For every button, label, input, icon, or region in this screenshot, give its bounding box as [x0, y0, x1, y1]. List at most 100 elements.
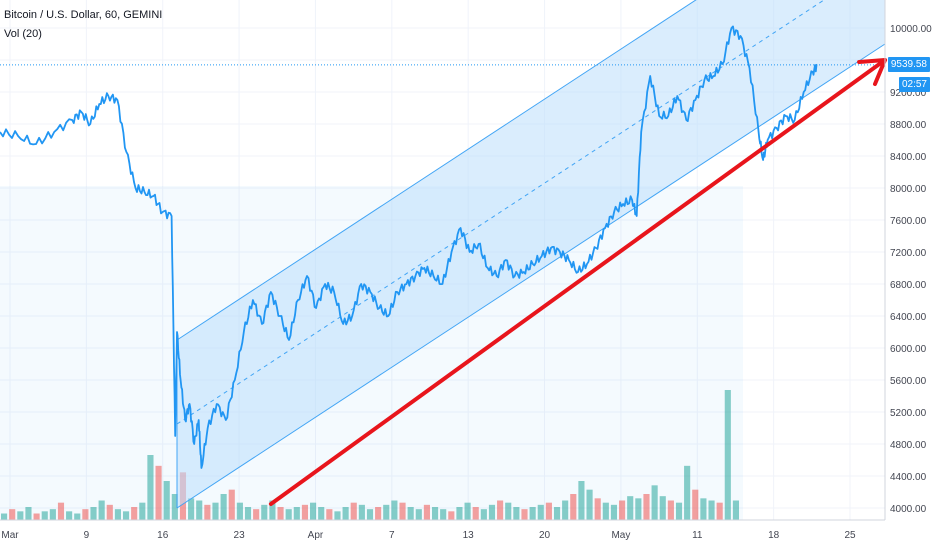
volume-bar — [553, 507, 561, 520]
volume-bar — [545, 502, 552, 520]
volume-bar — [342, 507, 349, 520]
x-tick-label: 11 — [692, 530, 703, 541]
x-tick-label: 20 — [539, 530, 551, 541]
volume-bar — [269, 500, 276, 520]
volume-bar — [407, 507, 414, 520]
volume-bar — [375, 507, 382, 520]
volume-bar — [33, 513, 40, 520]
volume-bar — [448, 511, 455, 520]
volume-bar — [423, 504, 430, 520]
trend-arrow-shaft[interactable] — [268, 58, 887, 506]
volume-bar — [212, 502, 219, 520]
volume-bar — [155, 465, 162, 520]
volume-bar — [196, 500, 203, 520]
y-tick-label: 6000.00 — [890, 344, 927, 355]
volume-bar — [350, 502, 357, 520]
price-line-layer — [0, 25, 818, 469]
volume-bar — [334, 511, 341, 520]
time-axis[interactable]: Mar 9 16 23 Apr 7 13 20 May 11 18 25 — [1, 530, 856, 541]
volume-bar — [285, 509, 292, 520]
volume-bar — [610, 504, 618, 520]
symbol-title[interactable]: Bitcoin / U.S. Dollar, 60, GEMINI — [4, 9, 163, 21]
volume-bar — [594, 498, 601, 520]
volume-bar — [90, 507, 97, 520]
volume-bar — [667, 500, 674, 520]
volume-bar — [732, 500, 739, 520]
volume-bar — [106, 504, 113, 520]
x-tick-label: 9 — [84, 530, 90, 541]
x-tick-label: 16 — [157, 530, 169, 541]
volume-bar — [692, 489, 699, 520]
volume-bar — [708, 500, 715, 520]
y-tick-label: 9200.00 — [890, 88, 927, 99]
x-tick-label: 18 — [768, 530, 780, 541]
volume-bar — [700, 498, 707, 520]
volume-bar — [383, 504, 390, 520]
channel-upper-line[interactable] — [176, 0, 885, 341]
volume-bar — [529, 507, 536, 520]
volume-bars — [1, 390, 739, 520]
volume-bar — [114, 509, 121, 520]
volume-bar — [326, 509, 333, 520]
y-tick-label: 4000.00 — [890, 504, 927, 515]
volume-bar — [440, 509, 447, 520]
x-tick-label: 13 — [463, 530, 475, 541]
y-tick-label: 4800.00 — [890, 440, 927, 451]
volume-bar — [261, 504, 268, 520]
y-tick-label: 6800.00 — [890, 280, 927, 291]
volume-bar — [431, 507, 439, 520]
y-tick-label: 10000.00 — [890, 24, 932, 35]
volume-bar — [537, 504, 544, 520]
volume-bar — [57, 502, 65, 520]
volume-bar — [310, 502, 317, 520]
y-tick-label: 7600.00 — [890, 216, 927, 227]
volume-bar — [586, 489, 593, 520]
volume-bar — [25, 507, 32, 520]
channel-lower-line[interactable] — [176, 43, 886, 509]
volume-bar — [1, 513, 8, 520]
volume-bar — [675, 502, 683, 520]
volume-bar — [627, 496, 634, 520]
volume-bar — [684, 465, 691, 520]
price-series-line — [0, 25, 818, 469]
price-axis[interactable]: 4000.00 4400.00 4800.00 5200.00 5600.00 6000.… — [890, 24, 932, 515]
volume-bar — [391, 500, 398, 520]
x-tick-label: 7 — [389, 530, 395, 541]
volume-bar — [41, 511, 48, 520]
volume-bar — [659, 496, 666, 520]
volume-bar — [570, 494, 577, 520]
volume-bar — [147, 455, 154, 520]
volume-bar — [74, 513, 81, 520]
volume-bar — [163, 481, 170, 520]
volume-indicator-label[interactable]: Vol (20) — [4, 28, 42, 40]
volume-bar — [131, 507, 138, 520]
channel-midline — [176, 0, 825, 425]
x-tick-label: 25 — [844, 530, 856, 541]
volume-bar — [358, 504, 365, 520]
volume-bar — [171, 494, 178, 520]
y-tick-label: 8400.00 — [890, 152, 927, 163]
volume-bar — [456, 507, 463, 520]
y-tick-label: 8000.00 — [890, 184, 927, 195]
volume-bar — [488, 504, 496, 520]
volume-bar — [366, 509, 374, 520]
volume-bar — [513, 507, 520, 520]
volume-bar — [480, 509, 487, 520]
volume-bar — [619, 500, 626, 520]
volume-bar — [49, 509, 56, 520]
volume-bar — [716, 502, 723, 520]
y-tick-label: 8800.00 — [890, 120, 927, 131]
volume-bar — [415, 509, 422, 520]
y-tick-label: 7200.00 — [890, 248, 927, 259]
volume-bar — [724, 390, 731, 520]
volume-bar — [244, 507, 252, 520]
volume-bar — [399, 502, 406, 520]
x-tick-label: May — [611, 530, 630, 541]
volume-bar — [82, 509, 89, 520]
volume-bar — [9, 509, 16, 520]
volume-bar — [139, 502, 146, 520]
volume-bar — [472, 507, 479, 520]
volume-bar — [122, 511, 130, 520]
